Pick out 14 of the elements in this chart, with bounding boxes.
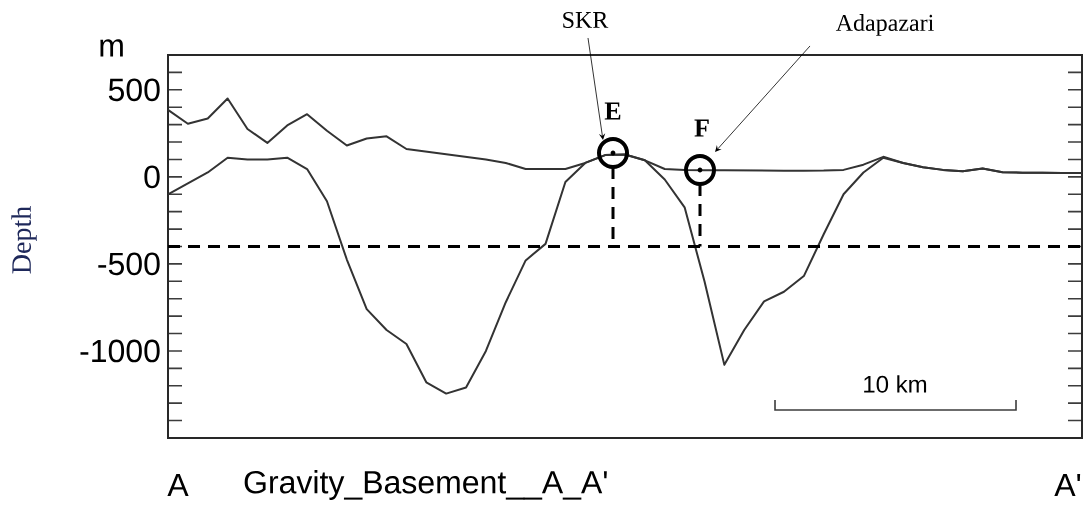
annotation: 10 km bbox=[864, 375, 927, 393]
y-tick-label: 0 bbox=[144, 165, 160, 189]
y-axis-title: Depth bbox=[11, 206, 37, 274]
y-tick-label: -500 bbox=[98, 252, 160, 276]
y-tick-label: -1000 bbox=[80, 339, 160, 363]
x-axis-title: Gravity_Basement__A_A' bbox=[244, 470, 607, 500]
y-tick-label: 500 bbox=[108, 78, 160, 102]
text: Adapazari bbox=[835, 14, 934, 36]
text: SKR bbox=[563, 11, 609, 29]
annotation: F bbox=[694, 119, 709, 137]
text: A' bbox=[1054, 473, 1081, 496]
text: m bbox=[100, 39, 123, 57]
annotation: E bbox=[604, 102, 621, 120]
text: A bbox=[167, 473, 189, 496]
